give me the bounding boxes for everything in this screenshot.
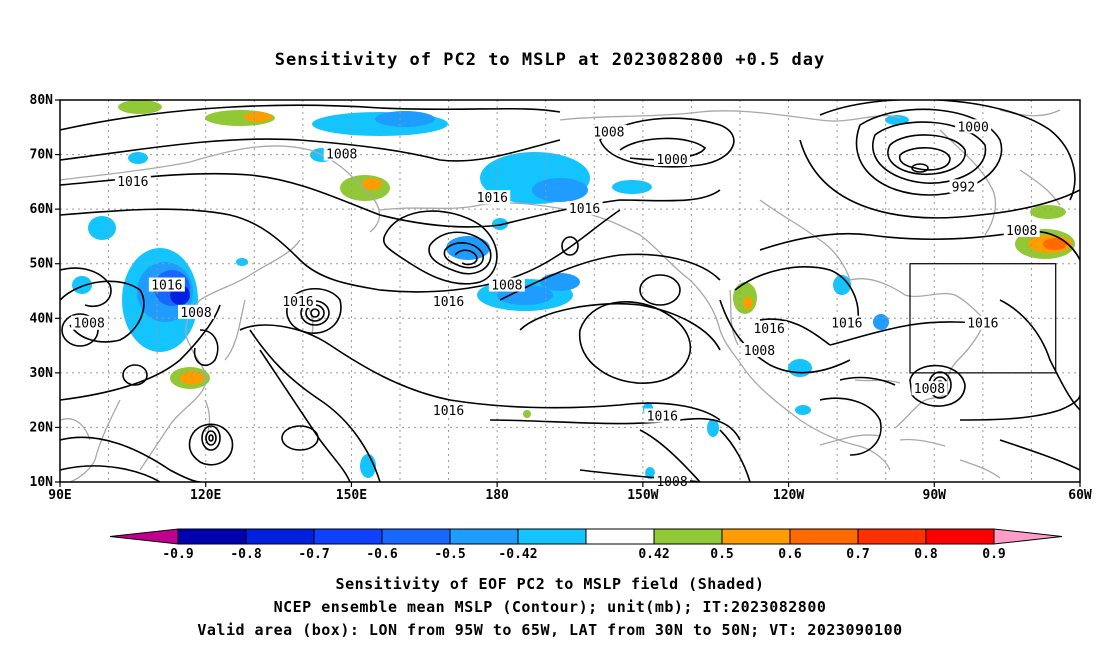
contour-label-bg xyxy=(644,408,681,423)
valid-area-box xyxy=(909,263,1057,374)
contour-label-bg xyxy=(474,190,511,205)
contour-label: 1016 xyxy=(433,295,464,310)
contour-label-bg xyxy=(148,277,185,292)
colorbar-swatch xyxy=(721,528,791,545)
contour-label: 1008 xyxy=(744,344,775,359)
colorbar-tick-label: -0.5 xyxy=(434,547,465,562)
colorbar-tick-label: -0.8 xyxy=(230,547,261,562)
contour-label: 1016 xyxy=(477,191,508,206)
caption-line-2: NCEP ensemble mean MSLP (Contour); unit(… xyxy=(273,598,827,616)
lat-tick-label: 60N xyxy=(30,202,54,217)
colorbar-tick-label: -0.42 xyxy=(498,547,537,562)
contour-label-bg xyxy=(741,343,778,358)
colorbar-tick-label: -0.9 xyxy=(162,547,193,562)
contour-label-bg xyxy=(955,119,992,134)
lat-tick-label: 70N xyxy=(30,148,54,163)
lat-tick-label: 50N xyxy=(30,257,54,272)
contour-label: 1016 xyxy=(753,322,784,337)
contour-label: 1008 xyxy=(1006,224,1037,239)
map-frame xyxy=(59,99,1081,483)
coastlines xyxy=(60,109,1061,482)
colorbar-swatch xyxy=(313,528,383,545)
colorbar-swatch xyxy=(585,528,655,545)
caption-line-1: Sensitivity of EOF PC2 to MSLP field (Sh… xyxy=(335,575,765,593)
contour-label-bg xyxy=(323,146,360,161)
colorbar-tick-label: 0.6 xyxy=(778,547,802,562)
lat-tick-label: 20N xyxy=(30,420,54,435)
contour-label: 1016 xyxy=(967,317,998,332)
colorbar-tick-label: 0.42 xyxy=(638,547,669,562)
colorbar: -0.9 -0.8 -0.7 -0.6 -0.5 -0.42 0.42 0.5 0.6 0.7 0.… xyxy=(109,528,1063,562)
colorbar-swatch xyxy=(449,528,519,545)
contour-label: 1016 xyxy=(117,175,148,190)
contour-label: 1000 xyxy=(957,120,988,135)
lon-tick-label: 90E xyxy=(48,488,71,503)
contour-label: 1008 xyxy=(491,279,522,294)
figure-title: Sensitivity of PC2 to MSLP at 2023082800… xyxy=(274,50,826,70)
contour-label-bg xyxy=(751,321,788,336)
caption-line-3: Valid area (box): LON from 95W to 65W, L… xyxy=(197,621,903,639)
lat-tick-label: 40N xyxy=(30,311,54,326)
contour-label: 1008 xyxy=(326,148,357,163)
colorbar-tick-label: 0.9 xyxy=(982,547,1005,562)
colorbar-tick-label: 0.7 xyxy=(846,547,869,562)
lon-tick-label: 90W xyxy=(923,488,947,503)
lat-tick-label: 10N xyxy=(30,475,54,490)
colorbar-low-end xyxy=(109,528,179,545)
colorbar-high-end xyxy=(993,528,1063,545)
lon-tick-label: 120W xyxy=(773,488,804,503)
colorbar-swatch xyxy=(381,528,451,545)
colorbar-tick-label: -0.6 xyxy=(366,547,397,562)
contour-label-bg xyxy=(964,315,1001,330)
colorbar-tick-label: 0.5 xyxy=(710,547,733,562)
contour-label: 1016 xyxy=(831,317,862,332)
colorbar-swatch xyxy=(789,528,859,545)
contour-label-bg xyxy=(1003,222,1040,237)
contour-label: 1008 xyxy=(593,126,624,141)
contour-label-bg xyxy=(280,293,316,308)
contour-label: 1016 xyxy=(282,295,313,310)
colorbar-swatch xyxy=(653,528,723,545)
lat-tick-label: 80N xyxy=(30,93,54,108)
contour-label: 1016 xyxy=(647,410,678,425)
contour-label-bg xyxy=(488,277,525,292)
lon-tick-label: 60W xyxy=(1068,488,1092,503)
contour-label-bg xyxy=(71,315,108,330)
lon-tick-label: 150E xyxy=(336,488,367,503)
lon-tick-label: 120E xyxy=(190,488,221,503)
lon-tick-label: 150W xyxy=(627,488,658,503)
contour-label: 1016 xyxy=(569,202,600,217)
contour-label-bg xyxy=(114,173,151,188)
contour-label-bg xyxy=(178,304,214,319)
mslp-contours xyxy=(60,100,1080,482)
lat-tick-label: 30N xyxy=(30,366,54,381)
contour-label: 1016 xyxy=(433,404,464,419)
colorbar-swatch xyxy=(245,528,315,545)
lon-tick-label: 180 xyxy=(485,488,509,503)
contour-label-bg xyxy=(566,201,603,216)
colorbar-swatch xyxy=(857,528,927,545)
colorbar-swatch xyxy=(925,528,995,545)
contour-label: 1008 xyxy=(914,382,945,397)
contour-label: 1008 xyxy=(73,317,104,332)
colorbar-swatch xyxy=(517,528,587,545)
contour-label: 1000 xyxy=(656,153,687,168)
contour-label-bg xyxy=(911,381,948,396)
contour-label-bg xyxy=(430,293,467,308)
contour-label-bg xyxy=(949,179,978,194)
contour-label-bg xyxy=(590,124,627,139)
contour-label-bg xyxy=(430,403,467,418)
contour-label: 1016 xyxy=(151,279,182,294)
contour-label-bg xyxy=(654,474,690,488)
colorbar-tick-label: -0.7 xyxy=(298,547,329,562)
colorbar-tick-label: 0.8 xyxy=(914,547,938,562)
contour-label-bg xyxy=(828,315,865,330)
colorbar-swatch xyxy=(177,528,247,545)
contour-label: 1008 xyxy=(180,306,211,321)
contour-label-bg xyxy=(654,152,690,167)
contour-label: 992 xyxy=(952,180,975,195)
sensitivity-shading xyxy=(72,100,1075,479)
